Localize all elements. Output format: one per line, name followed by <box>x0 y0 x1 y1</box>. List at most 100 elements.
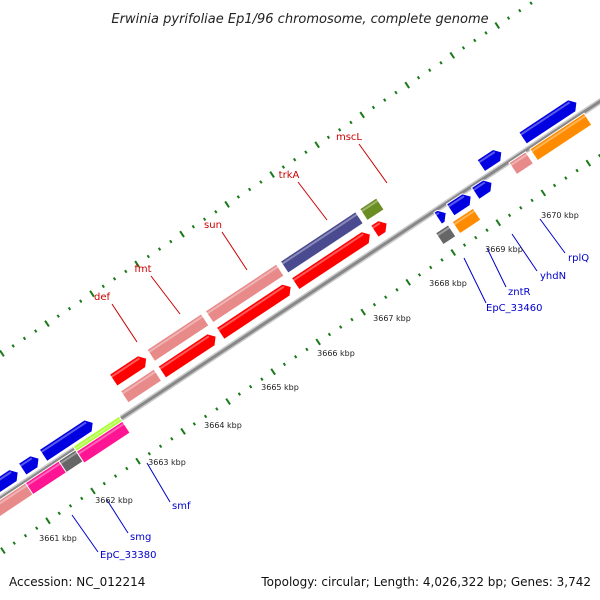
accession-text: Accession: NC_012214 <box>9 575 145 589</box>
tick-mark <box>68 504 73 508</box>
gene-label[interactable]: EpC_33460 <box>486 303 542 314</box>
gene-label[interactable]: sun <box>204 220 222 231</box>
label-leader-line <box>146 462 171 503</box>
tick-mark <box>552 183 557 188</box>
gene-feature[interactable] <box>0 469 19 500</box>
gene-label[interactable]: rplQ <box>568 253 589 264</box>
label-leader-line <box>221 231 248 271</box>
gene-feature[interactable] <box>279 211 364 274</box>
tick-mark <box>23 533 28 538</box>
gene-feature[interactable] <box>529 112 593 162</box>
gene-label[interactable]: EpC_33380 <box>100 550 156 561</box>
gene-feature[interactable] <box>204 263 285 324</box>
tick-mark <box>484 31 488 35</box>
gene-feature[interactable] <box>434 224 457 246</box>
tick-mark <box>236 195 241 199</box>
gene-feature[interactable] <box>17 455 40 476</box>
gene-highlight <box>110 357 141 378</box>
gene-label[interactable]: def <box>94 292 111 303</box>
tick-mark <box>494 22 501 29</box>
label-leader-line <box>106 499 129 534</box>
gene-label[interactable]: mscL <box>336 132 362 143</box>
gene-label[interactable]: trkA <box>279 170 300 181</box>
tick-mark <box>113 474 118 478</box>
gene-feature[interactable] <box>470 179 493 201</box>
kbp-label: 3665 kbp <box>261 383 299 392</box>
tick-mark <box>315 338 321 346</box>
gene-highlight <box>40 421 87 454</box>
gene-label[interactable]: yhdN <box>540 271 566 282</box>
tick-mark <box>429 265 433 270</box>
tick-mark <box>564 176 568 180</box>
gene-label[interactable]: smg <box>130 532 151 543</box>
tick-mark <box>247 187 252 192</box>
gene-highlight <box>0 484 28 505</box>
tick-mark <box>11 344 15 348</box>
gene-feature[interactable] <box>157 333 217 379</box>
gene-feature[interactable] <box>119 368 163 404</box>
tick-mark <box>202 217 207 222</box>
label-leader-line <box>486 247 507 288</box>
gene-feature[interactable] <box>445 193 472 217</box>
label-leader-line <box>539 218 566 254</box>
tick-mark <box>80 496 84 501</box>
gene-feature[interactable] <box>108 355 148 387</box>
gene-feature[interactable] <box>359 197 385 222</box>
gene-highlight <box>436 226 451 237</box>
label-leaders <box>71 143 566 553</box>
tick-mark <box>147 451 151 456</box>
tick-mark <box>260 377 264 381</box>
gene-feature[interactable] <box>476 148 503 173</box>
tick-mark <box>192 422 196 426</box>
tick-mark <box>540 189 547 197</box>
tick-mark <box>395 287 399 292</box>
kbp-label: 3668 kbp <box>429 279 467 288</box>
gene-feature[interactable] <box>215 283 292 341</box>
gene-feature[interactable] <box>290 231 371 291</box>
tick-mark <box>314 141 320 149</box>
kbp-label: 3663 kbp <box>148 458 186 467</box>
tick-mark <box>146 254 150 259</box>
kbp-label: 3662 kbp <box>95 496 133 505</box>
tick-mark <box>349 120 353 125</box>
gene-feature[interactable] <box>146 313 210 363</box>
tick-mark <box>101 284 105 289</box>
tick-mark <box>339 325 343 329</box>
tick-mark <box>428 68 432 73</box>
kbp-label: 3670 kbp <box>541 211 579 220</box>
gene-feature[interactable] <box>38 419 94 463</box>
tick-mark <box>405 278 411 286</box>
gene-highlight <box>26 462 61 487</box>
tick-mark <box>384 295 388 300</box>
gene-feature[interactable] <box>518 99 578 145</box>
gene-label[interactable]: smf <box>172 501 191 512</box>
tick-mark <box>450 249 457 256</box>
gene-highlight <box>74 417 122 450</box>
gene-feature[interactable] <box>433 209 447 225</box>
gene-label[interactable]: zntR <box>508 287 531 298</box>
gene-highlight <box>159 335 210 370</box>
gene-highlight <box>510 153 528 167</box>
gene-feature[interactable] <box>75 420 131 464</box>
gene-feature[interactable] <box>370 220 388 238</box>
tick-mark <box>0 547 6 555</box>
gene-label[interactable]: fmt <box>134 264 151 275</box>
tick-mark <box>473 38 477 43</box>
gene-highlight <box>478 151 496 164</box>
tick-mark <box>474 235 478 240</box>
tick-mark <box>530 198 534 203</box>
tick-mark <box>383 98 387 102</box>
tick-mark <box>135 457 141 465</box>
tick-mark <box>259 180 263 184</box>
gene-feature[interactable] <box>451 207 482 235</box>
tick-mark <box>44 320 50 328</box>
kbp-label: 3661 kbp <box>39 534 77 543</box>
tick-mark <box>529 1 533 5</box>
gene-highlight <box>148 315 204 354</box>
tick-mark <box>125 466 129 471</box>
tick-mark <box>79 299 83 304</box>
gene-feature[interactable] <box>508 151 535 176</box>
label-leader-line <box>71 514 99 553</box>
gene-highlight <box>281 213 358 265</box>
